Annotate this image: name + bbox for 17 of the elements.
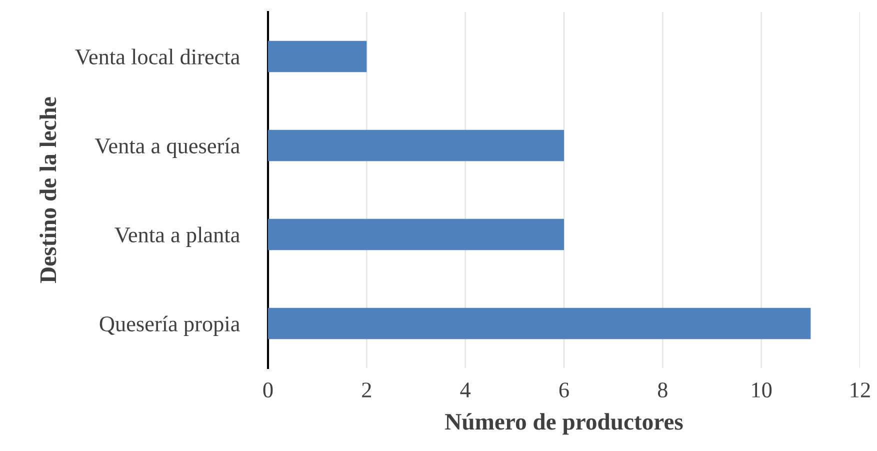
bar xyxy=(268,130,564,162)
x-axis-title: Número de productores xyxy=(445,413,683,435)
x-tick-label: 2 xyxy=(362,382,371,398)
y-tick-label: Venta a quesería xyxy=(94,138,240,158)
y-axis-title: Destino de la leche xyxy=(40,97,56,284)
x-tick-label: 12 xyxy=(850,382,870,398)
bar xyxy=(268,308,811,340)
y-tick-label: Venta local directa xyxy=(75,48,240,65)
y-tick-label: Venta a planta xyxy=(114,226,240,247)
x-tick-label: 10 xyxy=(752,382,772,398)
bar xyxy=(268,40,367,72)
bar xyxy=(268,218,564,250)
x-tick-label: 8 xyxy=(658,382,668,398)
x-tick-label: 4 xyxy=(460,382,471,398)
y-tick-label: Quesería propia xyxy=(100,316,240,336)
x-tick-label: 6 xyxy=(559,382,569,398)
x-tick-label: 0 xyxy=(263,382,273,398)
